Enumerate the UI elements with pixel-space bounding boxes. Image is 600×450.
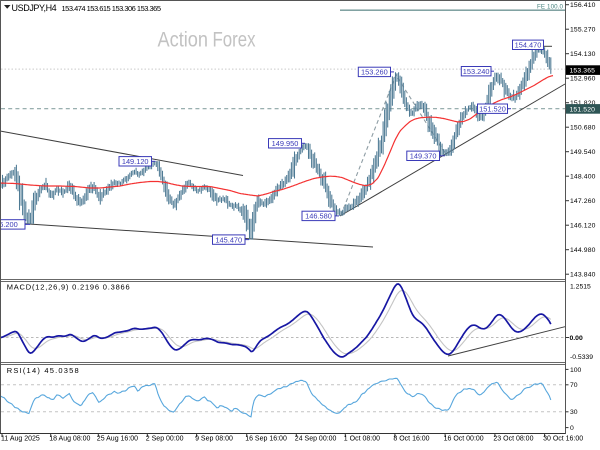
svg-text:144.980: 144.980 (570, 247, 596, 254)
svg-text:148.400: 148.400 (570, 174, 596, 181)
svg-text:149.370: 149.370 (410, 152, 437, 161)
svg-text:9 Sep 08:00: 9 Sep 08:00 (195, 436, 233, 443)
svg-text:24 Sep 00:00: 24 Sep 00:00 (295, 436, 337, 443)
svg-text:FE 100.0: FE 100.0 (537, 3, 564, 10)
svg-text:150.680: 150.680 (570, 125, 596, 132)
svg-text:23 Oct 08:00: 23 Oct 08:00 (493, 436, 533, 443)
svg-text:18 Aug 08:00: 18 Aug 08:00 (49, 436, 90, 443)
svg-text:155.270: 155.270 (570, 27, 596, 34)
svg-text:145.470: 145.470 (215, 235, 242, 244)
svg-text:149.950: 149.950 (272, 139, 299, 148)
svg-text:30 Oct 16:00: 30 Oct 16:00 (543, 436, 583, 443)
svg-text:6.200: 6.200 (0, 220, 18, 229)
svg-text:30: 30 (570, 409, 578, 416)
svg-text:149.540: 149.540 (570, 149, 596, 156)
svg-text:1 Oct 08:00: 1 Oct 08:00 (344, 436, 380, 443)
svg-text:0: 0 (570, 425, 574, 432)
svg-text:149.120: 149.120 (122, 157, 149, 166)
svg-text:25 Aug 16:00: 25 Aug 16:00 (97, 436, 138, 443)
svg-text:MACD(12,26,9) 0.2196 0.3866: MACD(12,26,9) 0.2196 0.3866 (7, 283, 130, 292)
svg-text:156.410: 156.410 (570, 2, 596, 9)
svg-text:151.520: 151.520 (570, 106, 596, 113)
svg-text:153.240: 153.240 (463, 67, 490, 76)
svg-text:16 Oct 00:00: 16 Oct 00:00 (444, 436, 484, 443)
svg-text:1.2515: 1.2515 (570, 283, 591, 290)
svg-text:152.960: 152.960 (570, 76, 596, 83)
svg-text:143.840: 143.840 (570, 272, 596, 279)
svg-text:USDJPY,H4: USDJPY,H4 (12, 3, 57, 13)
svg-text:151.520: 151.520 (479, 104, 506, 113)
svg-text:146.120: 146.120 (570, 223, 596, 230)
svg-text:-0.5339: -0.5339 (570, 354, 593, 361)
svg-text:RSI(14) 45.0358: RSI(14) 45.0358 (7, 366, 79, 375)
svg-text:8 Oct 16:00: 8 Oct 16:00 (393, 436, 429, 443)
svg-text:16 Sep 16:00: 16 Sep 16:00 (245, 436, 287, 443)
svg-text:153.365: 153.365 (570, 68, 596, 75)
svg-text:70: 70 (570, 382, 578, 389)
svg-text:100: 100 (570, 367, 582, 374)
svg-text:11 Aug 2025: 11 Aug 2025 (1, 436, 40, 443)
svg-text:2 Sep 00:00: 2 Sep 00:00 (146, 436, 184, 443)
svg-text:153.260: 153.260 (361, 68, 388, 77)
svg-text:146.580: 146.580 (305, 212, 332, 221)
svg-text:147.260: 147.260 (570, 198, 596, 205)
svg-text:154.470: 154.470 (515, 41, 542, 50)
svg-text:151.820: 151.820 (570, 100, 596, 107)
svg-text:Forex: Forex (213, 29, 256, 52)
svg-text:0.00: 0.00 (570, 335, 583, 342)
svg-text:154.130: 154.130 (570, 51, 596, 58)
svg-text:153.474 153.615 153.306 153.36: 153.474 153.615 153.306 153.365 (62, 4, 162, 13)
svg-text:Action: Action (158, 29, 209, 52)
